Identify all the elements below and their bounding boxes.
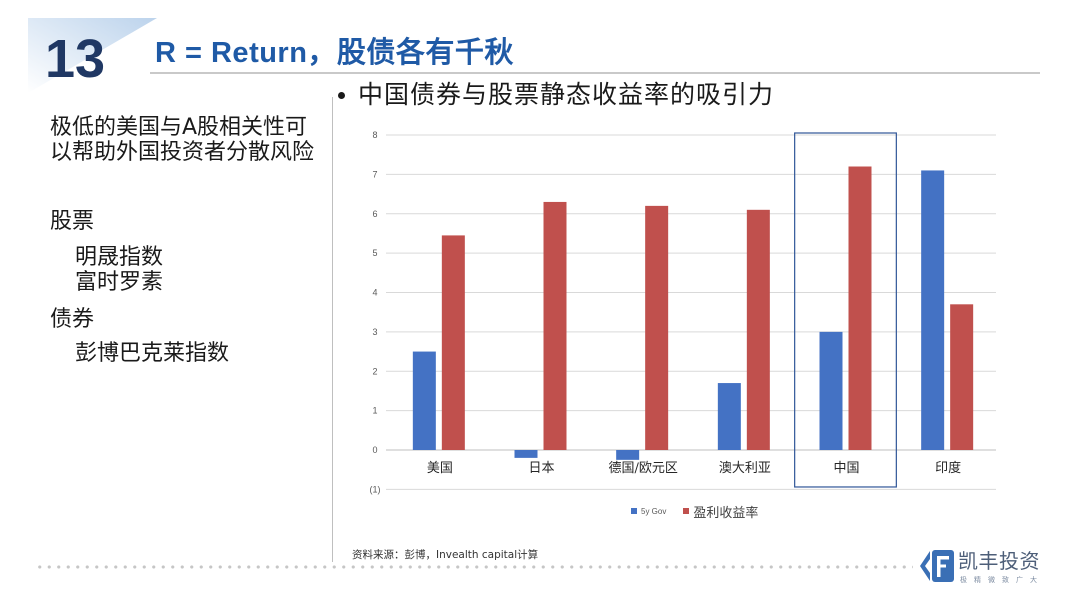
source-note: 资料来源：彭博，Invealth capital计算: [352, 549, 539, 561]
chart-legend: 5y Gov 盈利收益率: [631, 502, 759, 521]
equities-item-ftse-russell: 富时罗素: [75, 270, 164, 295]
earnings-yield-bar: [950, 304, 974, 450]
column-divider: [332, 97, 333, 562]
gridlines: [386, 134, 996, 490]
bonds-heading: 债券: [50, 307, 95, 332]
earnings-yield-bar: [441, 235, 465, 450]
intro-line-2: 以帮助外国投资者分散风险: [50, 140, 315, 165]
y-tick-label: 5: [372, 248, 377, 258]
logo-chevron: [920, 551, 930, 581]
logo-letter-mid-bar: [937, 564, 946, 568]
bullet-text: 中国债券与股票静态收益率的吸引力: [358, 80, 775, 109]
equities-heading: 股票: [50, 209, 95, 234]
chart-bullet-heading: 中国债券与股票静态收益率的吸引力: [338, 79, 774, 111]
title-divider: [150, 72, 1040, 74]
gov-5y-bar: [819, 331, 843, 450]
y-tick-label: 2: [372, 366, 377, 376]
logo-letter-top-bar: [937, 556, 949, 560]
legend-label-5y-gov: 5y Gov: [641, 506, 667, 516]
equities-item-msci: 明晟指数: [75, 245, 164, 270]
company-logo-tagline: 极精微致广大: [960, 576, 1044, 584]
footer-dotted-divider: [35, 565, 913, 569]
company-logo-name: 凯丰投资: [958, 549, 1040, 573]
y-tick-label: 3: [372, 327, 377, 337]
slide-number: 13: [45, 29, 106, 89]
kf-logo-icon: [920, 550, 954, 582]
corner-triangle: [28, 18, 157, 93]
legend-label-earnings-yield: 盈利收益率: [693, 505, 759, 521]
yield-comparison-bar-chart: 8 7 6 5 4 3 2 1 0 (1) 美国 日本 德国/欧元区 澳大利亚 中国 印度: [370, 130, 996, 494]
corner-decoration: [28, 18, 157, 93]
y-tick-label: 6: [372, 209, 377, 219]
legend-swatch-earnings-yield: [683, 508, 690, 514]
slide-title: R = Return，股债各有千秋: [155, 37, 514, 69]
gov-5y-bar: [514, 450, 538, 458]
gov-5y-bar: [921, 170, 945, 450]
earnings-yield-bar: [848, 166, 872, 450]
category-label: 印度: [935, 460, 961, 476]
y-tick-label: 0: [372, 445, 377, 455]
category-label: 日本: [528, 461, 554, 476]
gov-5y-bar: [717, 383, 741, 450]
y-tick-label: 1: [372, 406, 377, 416]
earnings-yield-bar: [746, 209, 770, 450]
gov-5y-bar: [616, 450, 640, 460]
y-tick-label: 4: [372, 288, 377, 298]
category-label: 澳大利亚: [719, 460, 771, 476]
intro-line-1: 极低的美国与A股相关性可: [50, 115, 308, 140]
category-label: 美国: [427, 461, 453, 476]
earnings-yield-bar: [543, 201, 567, 450]
category-label: 中国: [833, 461, 859, 476]
category-label: 德国/欧元区: [608, 461, 677, 476]
earnings-yield-bar: [645, 205, 669, 450]
gov-5y-bar: [412, 351, 436, 450]
legend-swatch-5y-gov: [631, 508, 637, 514]
highlight-box-china: [794, 132, 897, 488]
bullet-icon: [338, 91, 345, 99]
y-tick-label: 7: [372, 169, 377, 179]
y-tick-label: 8: [372, 130, 377, 140]
y-tick-label: (1): [370, 484, 381, 494]
bonds-item-bloomberg-barclays: 彭博巴克莱指数: [75, 341, 230, 366]
